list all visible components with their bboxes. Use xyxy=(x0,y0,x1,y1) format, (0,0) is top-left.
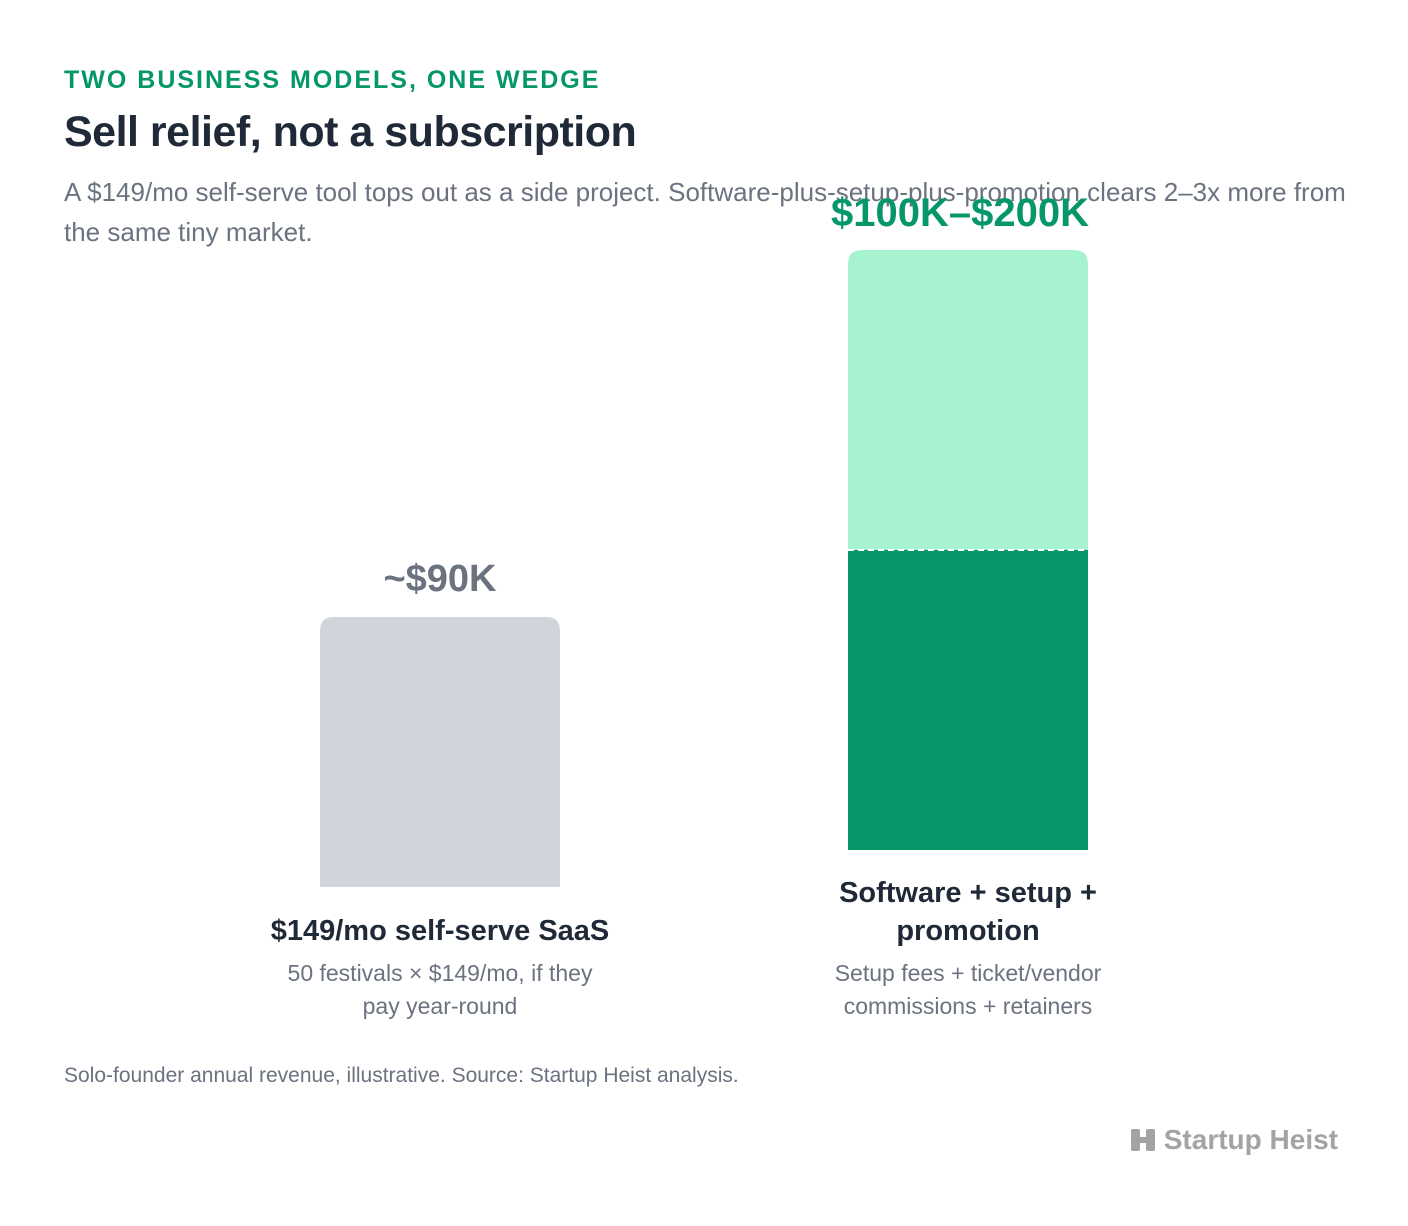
subtitle: A $149/mo self-serve tool tops out as a … xyxy=(64,177,1346,247)
bar-segment-base xyxy=(848,550,1088,850)
value-label-software-setup: $100K–$200K xyxy=(831,191,1089,235)
brand-logo: Startup Heist xyxy=(1130,1124,1338,1156)
brand-name: Startup Heist xyxy=(1163,1124,1338,1155)
bar-saas xyxy=(320,617,560,887)
footnote: Solo-founder annual revenue, illustrativ… xyxy=(64,1064,739,1087)
category-note-software-setup: Setup fees + ticket/vendor commissions +… xyxy=(834,960,1102,1019)
bar-segment-upside xyxy=(848,250,1088,550)
eyebrow: TWO BUSINESS MODELS, ONE WEDGE xyxy=(64,66,601,94)
page-title: Sell relief, not a subscription xyxy=(64,108,637,156)
category-label-software-setup: Software + setup + promotion xyxy=(839,877,1097,947)
value-label-saas: ~$90K xyxy=(383,558,497,600)
building-icon xyxy=(1130,1129,1155,1151)
category-label-saas: $149/mo self-serve SaaS xyxy=(270,915,610,947)
category-note-saas: 50 festivals × $149/mo, if they pay year… xyxy=(287,960,593,1019)
